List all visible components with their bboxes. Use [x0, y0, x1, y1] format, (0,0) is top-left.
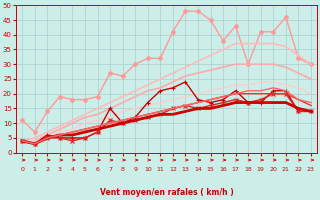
X-axis label: Vent moyen/en rafales ( km/h ): Vent moyen/en rafales ( km/h ) [100, 188, 234, 197]
